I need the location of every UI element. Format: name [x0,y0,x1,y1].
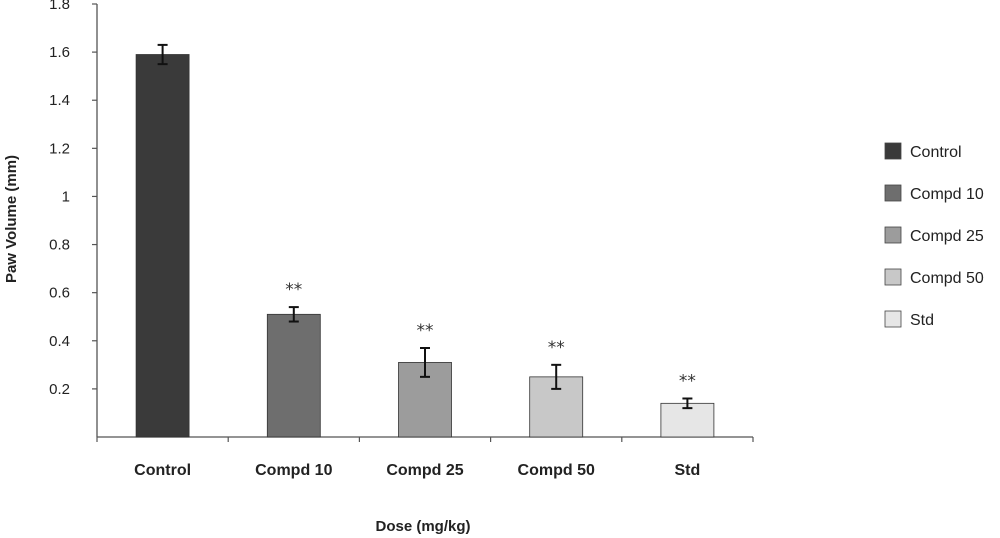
y-tick-label: 1.4 [49,92,70,109]
y-axis-title: Paw Volume (mm) [3,155,20,283]
legend-swatch [884,268,902,286]
y-tick-label: 0.2 [49,381,70,398]
significance-marker: ** [679,372,696,392]
x-tick-label: Compd 10 [255,462,332,479]
bar-control [135,54,190,438]
legend-label: Std [910,312,934,329]
x-tick-label: Compd 50 [518,462,595,479]
error-bar [420,346,430,378]
legend-swatch [884,184,902,202]
x-axis-title: Dose (mg/kg) [375,518,470,535]
legend-item: Compd 50 [884,268,984,287]
legend-swatch [884,226,902,244]
error-bar [682,397,693,410]
y-tick-label: 1.8 [49,0,70,13]
legend-label: Compd 25 [910,228,984,245]
x-tick-label: Control [134,462,191,479]
legend-item: Std [884,310,934,329]
legend-label: Compd 50 [910,270,984,287]
y-tick-label: 0.8 [49,237,70,254]
legend-label: Control [910,144,962,161]
significance-marker: ** [285,280,302,300]
x-tick-label: Compd 25 [386,462,463,479]
legend-item: Compd 25 [884,226,984,245]
legend-label: Compd 10 [910,186,984,203]
y-tick-label: 1.2 [49,140,70,157]
y-tick-label: 1 [62,188,70,205]
x-tick-label: Std [675,462,701,479]
x-axis: Control Compd 10 Compd 25 Compd 50 Std [96,436,754,479]
significance-marker: ** [548,338,565,358]
legend-swatch [884,310,902,328]
legend-item: Compd 10 [884,184,984,203]
y-tick-label: 0.6 [49,285,70,302]
bar-compd-10 [266,313,321,438]
y-tick-label: 1.6 [49,44,70,61]
legend: Control Compd 10 Compd 25 Compd 50 Std [884,142,984,329]
legend-item: Control [884,142,962,161]
y-axis: 0.2 0.4 0.6 0.8 1 1.2 1.4 1.6 1.8 [49,0,98,437]
legend-swatch [884,142,902,160]
bars: ** ** ** ** [135,43,715,438]
y-tick-label: 0.4 [49,333,70,350]
error-bar [157,43,168,66]
error-bar [288,306,299,323]
significance-marker: ** [417,321,434,341]
error-bar [551,363,562,390]
